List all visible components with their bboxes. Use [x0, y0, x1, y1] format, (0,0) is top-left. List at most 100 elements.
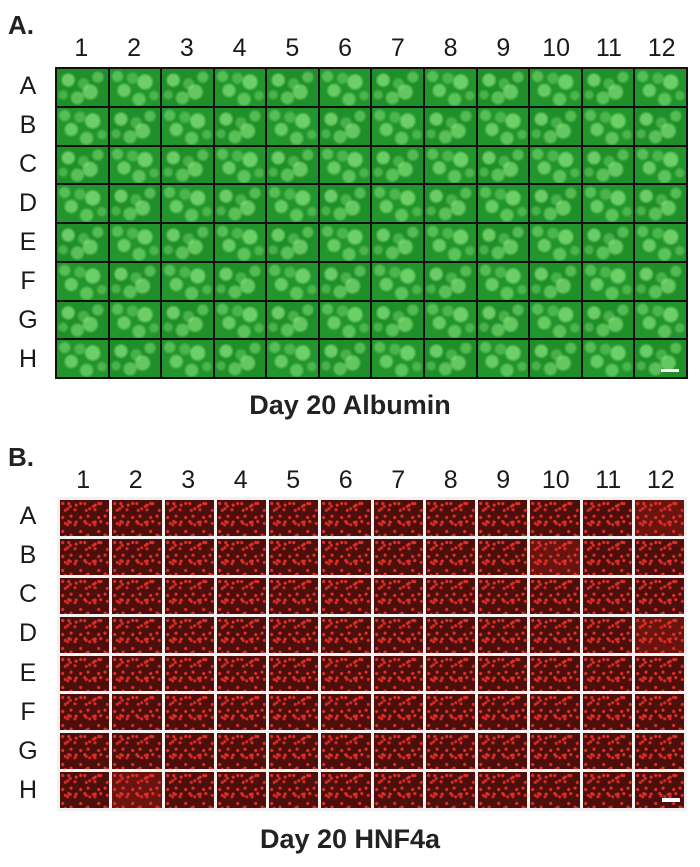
well-image: [162, 146, 213, 184]
column-label: 4: [232, 34, 247, 62]
well-image: [425, 772, 475, 808]
well-image: [109, 224, 161, 261]
well-image: [321, 500, 371, 536]
well-image: [319, 185, 371, 222]
well-image: [267, 185, 318, 222]
well-image: [269, 694, 319, 731]
well-image: [582, 577, 632, 614]
well-image: [164, 733, 214, 770]
well-image: [478, 538, 528, 575]
well-image: [164, 772, 214, 808]
well-image: [319, 107, 371, 145]
well-image: [634, 616, 684, 653]
well-image: [321, 538, 371, 575]
well-image: [373, 655, 423, 692]
well-image: [216, 616, 266, 653]
well-image: [425, 655, 475, 692]
well-image: [582, 694, 632, 731]
well-image: [57, 107, 108, 145]
well-image: [112, 655, 162, 692]
well-image: [57, 69, 108, 106]
panel-b-caption: Day 20 HNF4a: [259, 824, 441, 854]
well-image: [530, 69, 581, 106]
column-label: 11: [595, 34, 622, 62]
column-label: 10: [542, 34, 571, 62]
well-image: [425, 733, 475, 770]
well-image: [214, 340, 266, 377]
well-image: [425, 694, 475, 731]
well-image: [634, 500, 684, 536]
well-image: [530, 733, 580, 770]
well-image: [164, 577, 214, 614]
well-image: [582, 146, 634, 184]
well-image: [216, 538, 266, 575]
well-image: [372, 224, 424, 261]
well-image: [477, 224, 529, 261]
well-image: [109, 69, 161, 106]
well-image: [112, 538, 162, 575]
well-image: [530, 616, 580, 653]
row-label: B: [19, 540, 37, 569]
row-label: E: [19, 227, 37, 256]
column-label: 8: [443, 34, 458, 62]
column-label: 5: [285, 34, 300, 62]
well-image: [164, 655, 214, 692]
well-image: [530, 107, 581, 145]
well-image: [112, 733, 162, 770]
well-image: [477, 340, 529, 377]
well-image: [372, 107, 424, 145]
well-image: [164, 538, 214, 575]
albumin-well-plate: [55, 67, 688, 379]
well-image: [530, 340, 581, 377]
well-image: [112, 616, 162, 653]
well-image: [162, 262, 213, 300]
well-image: [530, 500, 580, 536]
well-image: [267, 69, 318, 106]
well-image: [267, 107, 318, 145]
well-image: [373, 577, 423, 614]
well-image: [634, 577, 684, 614]
panel-a-scale-bar: [661, 369, 679, 372]
well-image: [57, 340, 108, 377]
well-image: [216, 772, 266, 808]
well-image: [477, 262, 529, 300]
well-image: [321, 772, 371, 808]
well-image: [60, 733, 110, 770]
well-image: [267, 146, 318, 184]
well-image: [60, 538, 110, 575]
row-label: C: [18, 149, 38, 178]
well-image: [109, 262, 161, 300]
well-image: [319, 146, 371, 184]
well-image: [109, 107, 161, 145]
column-label: 2: [128, 466, 143, 494]
well-image: [634, 655, 684, 692]
well-image: [319, 301, 371, 339]
well-image: [321, 694, 371, 731]
well-image: [60, 772, 110, 808]
well-image: [269, 733, 319, 770]
well-image: [60, 694, 110, 731]
well-image: [478, 733, 528, 770]
well-image: [162, 185, 213, 222]
well-image: [373, 616, 423, 653]
well-image: [112, 577, 162, 614]
well-image: [60, 655, 110, 692]
well-image: [635, 224, 686, 261]
well-image: [162, 224, 213, 261]
row-label: C: [18, 580, 38, 609]
well-image: [635, 262, 686, 300]
well-image: [164, 694, 214, 731]
well-image: [635, 146, 686, 184]
column-label: 6: [338, 466, 353, 494]
well-image: [373, 772, 423, 808]
row-label: A: [19, 71, 37, 100]
well-image: [582, 262, 634, 300]
row-label: B: [19, 110, 37, 139]
well-image: [214, 146, 266, 184]
well-image: [267, 224, 318, 261]
panel-a-caption: Day 20 Albumin: [249, 390, 451, 420]
well-image: [634, 772, 684, 808]
well-image: [60, 577, 110, 614]
well-image: [634, 538, 684, 575]
well-image: [582, 616, 632, 653]
